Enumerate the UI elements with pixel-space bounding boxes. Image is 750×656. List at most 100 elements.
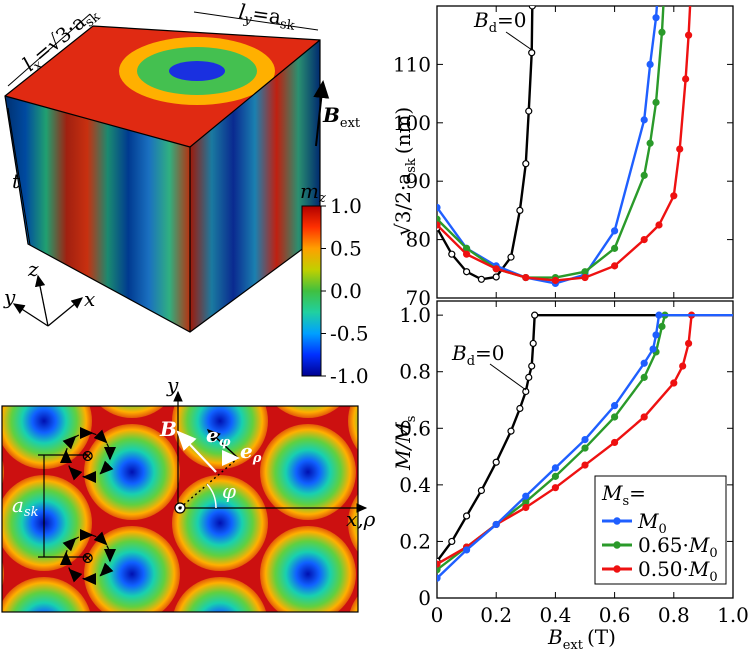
ly-dimension-line	[193, 11, 319, 31]
data-point	[658, 28, 666, 36]
B-label: B	[159, 417, 177, 441]
e-phi-arrow	[206, 428, 239, 459]
data-point	[646, 139, 654, 147]
axis-triad-y	[12, 303, 49, 327]
t-label: t	[12, 169, 21, 193]
data-point	[640, 359, 648, 367]
y-tick-label: 90	[406, 169, 431, 193]
colorbar-gradient	[301, 205, 322, 377]
series-4	[437, 311, 733, 582]
data-point	[658, 322, 666, 331]
series-line	[437, 6, 692, 282]
y-tick-label: 0.2	[399, 529, 431, 553]
data-point	[437, 203, 441, 212]
cube-side-face	[190, 40, 320, 332]
colorbar-title: mz	[300, 179, 326, 206]
x-tick-label: 0.2	[480, 603, 512, 627]
data-point	[437, 566, 441, 574]
B-arrow	[176, 430, 217, 473]
data-point	[684, 339, 693, 348]
data-point	[522, 387, 530, 396]
cube-top-core-center	[169, 61, 225, 81]
data-point	[610, 438, 619, 447]
data-point	[551, 464, 560, 472]
data-point	[492, 273, 500, 281]
data-point	[492, 458, 500, 466]
circulation-arrow	[62, 537, 77, 552]
data-point	[492, 265, 500, 273]
data-point	[610, 413, 619, 421]
y-tick-label: 110	[393, 52, 431, 76]
data-point	[528, 362, 536, 370]
bext-label: Bext	[322, 103, 361, 131]
colorbar-tick-label: 0.0	[330, 279, 362, 303]
x-axis-label: Bext (T)	[547, 625, 616, 653]
data-point	[528, 6, 536, 10]
x-tick-label: 0.6	[599, 603, 631, 627]
x-tick-label: 1.0	[717, 603, 749, 627]
y-tick-label: 70	[406, 286, 431, 310]
data-point	[437, 215, 441, 223]
data-point	[477, 275, 485, 283]
y-tick-label: 0.4	[399, 473, 431, 497]
axis-triad-y-label: y	[3, 285, 16, 309]
circulation-arrow	[99, 562, 114, 577]
data-point	[448, 250, 456, 258]
data-point	[670, 379, 678, 387]
data-point	[610, 244, 619, 252]
x-tick-label: 0.8	[658, 603, 690, 627]
series-line	[437, 6, 659, 285]
colorbar-tick-label: -1.0	[330, 364, 369, 388]
data-point	[581, 461, 589, 469]
lx-dimension-line	[7, 13, 91, 87]
data-point	[640, 236, 648, 244]
legend-label: 0.65·M0	[638, 533, 718, 561]
bext-arrow	[313, 80, 330, 147]
data-point	[437, 560, 441, 568]
cube-edge-3	[189, 39, 321, 148]
series-3	[437, 6, 666, 282]
series-2	[437, 6, 660, 287]
series-line	[437, 6, 534, 281]
series-1	[437, 6, 536, 283]
data-point	[640, 413, 648, 421]
circulation-arrow	[93, 531, 108, 546]
colorbar-tick-label: -0.5	[330, 322, 369, 346]
circulation-arrow	[99, 460, 114, 475]
data-point	[670, 192, 678, 200]
colorbar-tick-label: 0.5	[330, 237, 362, 261]
ask-label: ask	[12, 493, 39, 520]
data-point	[610, 227, 619, 235]
data-point	[652, 14, 660, 22]
y-tick-label: 0.8	[399, 360, 431, 384]
skyrmion-cube: lx=√3·ask ly=ask t Bext z y x	[3, 0, 361, 333]
data-point	[581, 436, 589, 444]
data-point	[463, 546, 471, 554]
data-point	[463, 512, 471, 520]
data-point	[652, 98, 660, 106]
data-point	[525, 373, 533, 381]
data-point	[437, 221, 441, 229]
legend-label: M0	[637, 509, 667, 537]
data-point	[492, 520, 500, 529]
legend: Ms=M00.65·M00.50·M0	[594, 475, 727, 585]
data-point	[522, 492, 530, 500]
data-point	[463, 250, 471, 258]
data-point	[507, 253, 515, 261]
data-point	[655, 221, 663, 229]
y-tick-label: 80	[406, 228, 431, 252]
series-line	[437, 6, 665, 279]
data-point	[516, 206, 524, 214]
data-point	[679, 362, 687, 370]
axis-triad-x	[47, 297, 84, 327]
data-point	[682, 75, 690, 83]
data-point	[507, 427, 515, 435]
lattice-x-label: x,ρ	[346, 507, 376, 531]
data-point	[522, 273, 530, 282]
colorbar-ticks: 1.0 0.5 0.0 -0.5 -1.0	[321, 194, 369, 388]
x-tick-label: 0	[431, 603, 444, 627]
phi-label: φ	[222, 479, 236, 503]
cube-edge-2	[4, 95, 191, 148]
y-axis-label: M/Ms	[391, 416, 419, 471]
data-point	[649, 345, 657, 353]
